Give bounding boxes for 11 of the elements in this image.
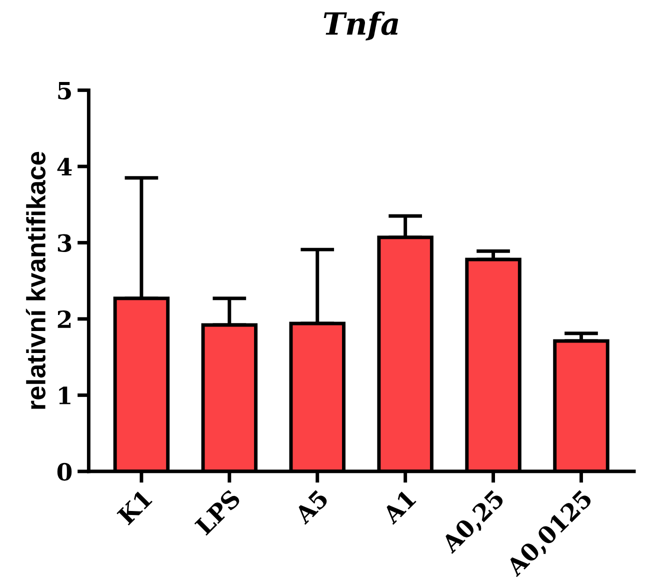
y-tick-label: 3 (58, 234, 72, 252)
x-tick-label: K1 (116, 489, 152, 526)
chart-title: Tnfa (324, 11, 398, 40)
x-tick-label: A5 (293, 489, 330, 526)
y-tick-label: 5 (58, 82, 71, 100)
y-tick-label: 1 (59, 386, 70, 404)
x-tick-label: A1 (380, 489, 416, 525)
y-axis-title: relativní kvantifikace (26, 152, 46, 409)
y-tick-label: 2 (58, 310, 71, 328)
y-tick-label: 0 (57, 462, 72, 481)
y-tick-label: 4 (57, 158, 72, 176)
